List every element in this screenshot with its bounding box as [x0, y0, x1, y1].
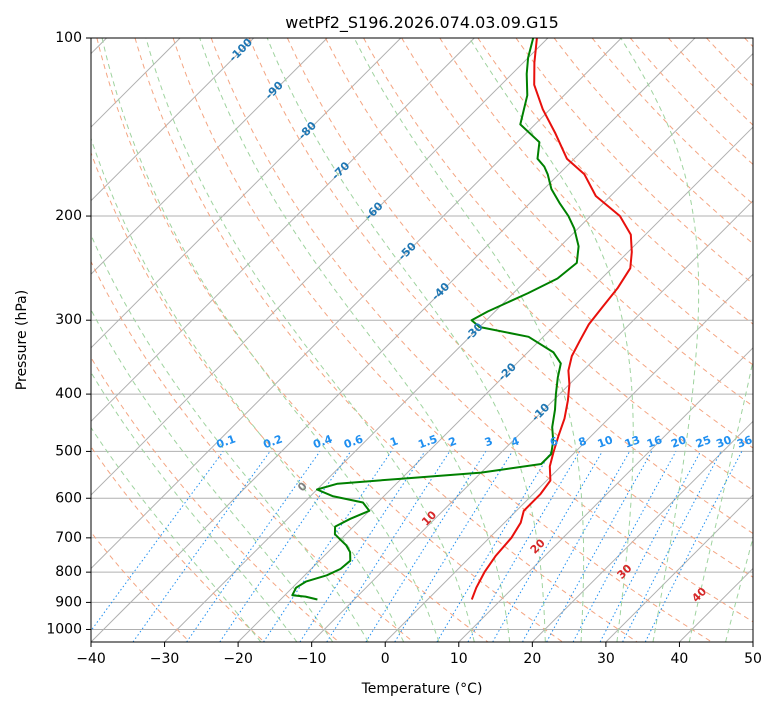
y-tick-label: 500: [55, 443, 82, 459]
y-tick-label: 100: [55, 30, 82, 46]
x-tick-label: 20: [523, 651, 541, 667]
chart-title: wetPf2_S196.2026.074.03.09.G15: [285, 13, 559, 33]
y-tick-label: 800: [55, 564, 82, 580]
x-tick-label: −30: [150, 651, 180, 667]
x-axis-label: Temperature (°C): [361, 681, 483, 697]
x-tick-label: −40: [76, 651, 106, 667]
y-tick-label: 900: [55, 594, 82, 610]
x-tick-label: −10: [297, 651, 327, 667]
y-tick-label: 1000: [46, 621, 82, 637]
y-tick-label: 700: [55, 530, 82, 546]
y-tick-label: 600: [55, 490, 82, 506]
x-tick-label: 50: [744, 651, 762, 667]
x-tick-label: 30: [597, 651, 615, 667]
y-tick-label: 400: [55, 386, 82, 402]
x-tick-label: 0: [381, 651, 390, 667]
x-tick-label: −20: [223, 651, 253, 667]
x-tick-label: 40: [671, 651, 689, 667]
x-tick-label: 10: [450, 651, 468, 667]
y-tick-label: 200: [55, 208, 82, 224]
y-axis-label: Pressure (hPa): [14, 290, 30, 390]
y-tick-label: 300: [55, 312, 82, 328]
